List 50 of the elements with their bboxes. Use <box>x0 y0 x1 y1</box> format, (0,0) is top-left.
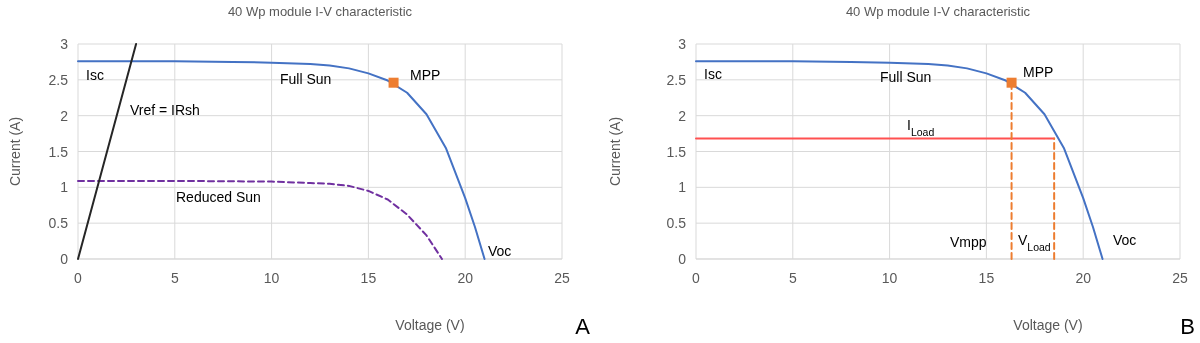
y-tick-label: 2 <box>678 107 687 124</box>
y-tick-label: 0.5 <box>48 215 69 232</box>
y-tick-label: 1.5 <box>666 143 687 160</box>
annotation: MPP <box>1023 64 1054 80</box>
text: A <box>575 314 591 339</box>
x-tick-label: 25 <box>1172 270 1188 286</box>
annotation: Reduced Sun <box>176 189 261 205</box>
y-tick-label: 0.5 <box>666 215 687 232</box>
x-tick-label: 10 <box>881 270 898 286</box>
annotation: V$_{Load}$ <box>1018 232 1051 253</box>
x-axis-title: Voltage (V) <box>1013 317 1083 333</box>
x-tick-label: 10 <box>263 270 280 286</box>
line-series <box>695 60 1104 260</box>
annotation: Full Sun <box>280 71 332 87</box>
annotation: Voc <box>1113 232 1137 248</box>
y-tick-label: 2 <box>60 107 69 124</box>
x-tick-label: 0 <box>692 270 701 286</box>
annotation: Isc <box>86 67 104 83</box>
x-tick-label: 15 <box>978 270 995 286</box>
annotation: Isc <box>704 66 722 82</box>
x-tick-label: 5 <box>170 270 179 286</box>
line-series <box>77 179 443 260</box>
x-tick-label: 0 <box>74 270 83 286</box>
y-tick-label: 3 <box>60 36 69 52</box>
x-tick-label: 20 <box>457 270 474 286</box>
y-tick-label: 0 <box>60 251 69 267</box>
line-series <box>77 60 486 260</box>
x-tick-label: 5 <box>788 270 797 286</box>
y-tick-label: 3 <box>678 36 687 52</box>
annotation: MPP <box>410 67 441 83</box>
annotation: I$_{Load}$ <box>907 117 935 138</box>
annotation: Voc <box>488 243 512 259</box>
y-axis-title: Current (A) <box>7 116 23 187</box>
chart-title: 40 Wp module I-V characteristic <box>227 4 413 19</box>
chart-title: 40 Wp module I-V characteristic <box>845 4 1031 19</box>
text: B <box>1180 314 1195 339</box>
y-tick-label: 1 <box>678 179 687 196</box>
x-tick-label: 25 <box>554 270 570 286</box>
y-tick-label: 2.5 <box>48 71 69 88</box>
x-axis-title: Voltage (V) <box>395 317 465 333</box>
x-tick-label: 15 <box>360 270 377 286</box>
y-tick-label: 0 <box>678 251 687 267</box>
y-tick-label: 1 <box>60 179 69 196</box>
annotation: Vref = IRsh <box>130 102 200 118</box>
y-axis-title: Current (A) <box>607 116 623 187</box>
annotation: Full Sun <box>880 69 932 85</box>
x-tick-label: 20 <box>1075 270 1092 286</box>
y-tick-label: 2.5 <box>666 71 687 88</box>
annotation: Vmpp <box>950 234 987 250</box>
y-tick-label: 1.5 <box>48 143 69 160</box>
